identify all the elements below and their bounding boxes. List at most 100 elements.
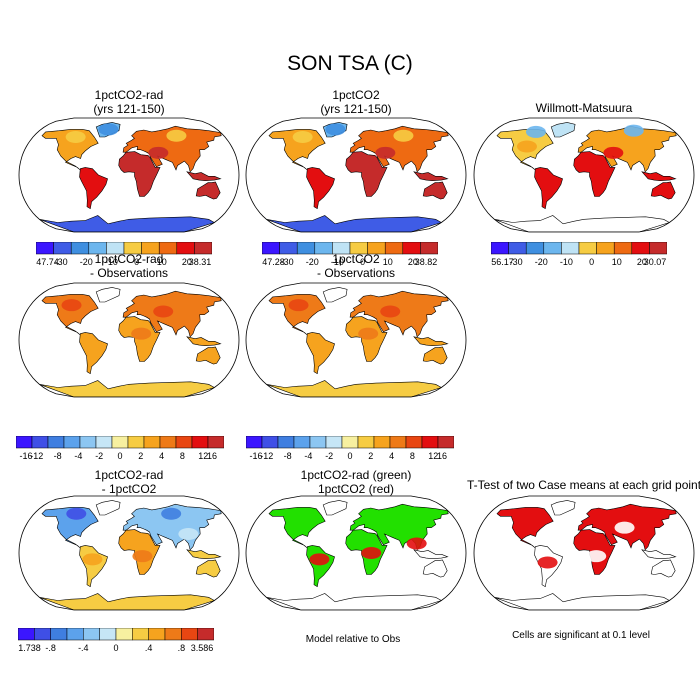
colorbar-tick-label: .4 xyxy=(145,643,153,653)
colorbar-tick-label: -56.17 xyxy=(491,257,514,267)
continent-eurasia xyxy=(122,125,222,173)
field-anomaly-greenland xyxy=(325,123,346,136)
colorbar-swatch xyxy=(50,628,68,641)
field-anomaly-eurasia xyxy=(393,129,414,142)
colorbar-tick-label: .8 xyxy=(178,643,186,653)
colorbar-tick-label: -10 xyxy=(560,257,573,267)
map-panel-6 xyxy=(18,495,240,611)
continent-antarctica xyxy=(266,380,443,397)
colorbar-tick-label: -47.28 xyxy=(262,257,285,267)
colorbar-tick-label: -10 xyxy=(105,257,118,267)
colorbar-tick-label: 12 xyxy=(198,451,208,461)
continent-north-america xyxy=(268,294,326,336)
panel-5-title-line1: 1pctCO2 xyxy=(332,252,380,266)
colorbar-swatch xyxy=(127,436,145,449)
colorbar-swatch xyxy=(279,242,298,255)
colorbar-swatch xyxy=(349,242,368,255)
panel-2-title-line1: 1pctCO2 xyxy=(332,88,380,102)
continent-greenland xyxy=(322,287,348,303)
continent-indonesia xyxy=(186,549,222,560)
continent-greenland xyxy=(95,500,121,516)
colorbar-swatch xyxy=(389,436,407,449)
continent-south-america xyxy=(306,332,335,375)
field-anomaly-north-america xyxy=(66,507,87,520)
colorbar-tick-label: 10 xyxy=(612,257,622,267)
colorbar-swatch xyxy=(16,436,33,449)
colorbar-swatch xyxy=(525,242,545,255)
colorbar-tick-label: 0 xyxy=(347,451,352,461)
colorbar-tick-label: 4 xyxy=(389,451,394,461)
map-panel-5 xyxy=(245,282,467,398)
continent-antarctica xyxy=(266,593,443,610)
continent-north-america xyxy=(496,507,554,549)
colorbar-tick-label: -20 xyxy=(80,257,93,267)
colorbar-tick-label: -47.74 xyxy=(36,257,59,267)
colorbar-swatch xyxy=(164,628,182,641)
panel-4-title: 1pctCO2-rad - Observations xyxy=(14,252,244,280)
panel-7-title-line2: 1pctCO2 (red) xyxy=(317,482,395,496)
colorbar-swatch xyxy=(115,628,133,641)
colorbar-swatch xyxy=(207,436,224,449)
continent-indonesia xyxy=(413,549,449,560)
colorbar-swatch xyxy=(613,242,633,255)
map-panel-2 xyxy=(245,117,467,233)
colorbar-tick-label: 16 xyxy=(437,451,447,461)
colorbar-tick-label: -2 xyxy=(95,451,103,461)
panel-1-title: 1pctCO2-rad (yrs 121-150) xyxy=(14,88,244,116)
field-anomaly-eurasia xyxy=(153,305,174,318)
field-anomaly-north-america xyxy=(525,125,546,138)
colorbar-swatch xyxy=(246,436,263,449)
colorbar-swatch xyxy=(649,242,667,255)
continent-south-america xyxy=(79,332,108,375)
colorbar-swatch xyxy=(158,242,178,255)
panel-1-title-line2: (yrs 121-150) xyxy=(93,102,165,116)
continent-africa xyxy=(118,151,161,197)
continent-antarctica xyxy=(494,215,671,232)
colorbar-tick-label: 3.586 xyxy=(191,643,214,653)
colorbar-tick-label: 10 xyxy=(157,257,167,267)
colorbar-tick-label: 0 xyxy=(589,257,594,267)
colorbar-swatch xyxy=(176,242,195,255)
colorbar-swatch xyxy=(367,242,386,255)
colorbar-swatch xyxy=(31,436,49,449)
continent-south-america xyxy=(79,167,108,210)
colorbar-tick-label: -1.738 xyxy=(18,643,41,653)
colorbar-swatch xyxy=(405,436,423,449)
colorbar-tick-label: 30.07 xyxy=(644,257,667,267)
continent-greenland xyxy=(95,287,121,303)
colorbar-tick-label: -20 xyxy=(306,257,319,267)
colorbar-swatch xyxy=(341,436,359,449)
colorbar-tick-label: 8 xyxy=(180,451,185,461)
colorbar-tick-label: 38.31 xyxy=(189,257,212,267)
colorbar-tick-label: -10 xyxy=(331,257,344,267)
continent-south-america xyxy=(306,167,335,210)
panel-5-title-line2: - Observations xyxy=(316,266,396,280)
panel-4-title-line2: - Observations xyxy=(89,266,169,280)
panel-4-title-line1: 1pctCO2-rad xyxy=(94,252,164,266)
panel-1-title-line1: 1pctCO2-rad xyxy=(94,88,164,102)
colorbar-tick-label: -12 xyxy=(30,451,43,461)
field-anomaly-eurasia xyxy=(148,146,169,159)
panel-6-title-line1: 1pctCO2-rad xyxy=(94,468,164,482)
map-panel-7 xyxy=(245,495,467,611)
colorbar-tick-label: 10 xyxy=(383,257,393,267)
map-border xyxy=(18,495,240,611)
map-border xyxy=(18,282,240,398)
field-anomaly-north-america xyxy=(288,299,309,312)
colorbar-tick-label: 8 xyxy=(410,451,415,461)
colorbar-tick-label: -.8 xyxy=(45,643,56,653)
colorbar-swatch xyxy=(53,242,72,255)
map-panel-4 xyxy=(18,282,240,398)
colorbar-tick-label: -16 xyxy=(249,451,262,461)
colorbar-tick-label: -4 xyxy=(304,451,312,461)
colorbar-swatch xyxy=(181,628,198,641)
field-anomaly-eurasia xyxy=(161,507,182,520)
colorbar-swatch xyxy=(47,436,65,449)
colorbar-tick-label: 16 xyxy=(207,451,217,461)
colorbar-tick-label: -8 xyxy=(284,451,292,461)
colorbar-tick-label: -2 xyxy=(325,451,333,461)
colorbar-swatch xyxy=(106,242,125,255)
